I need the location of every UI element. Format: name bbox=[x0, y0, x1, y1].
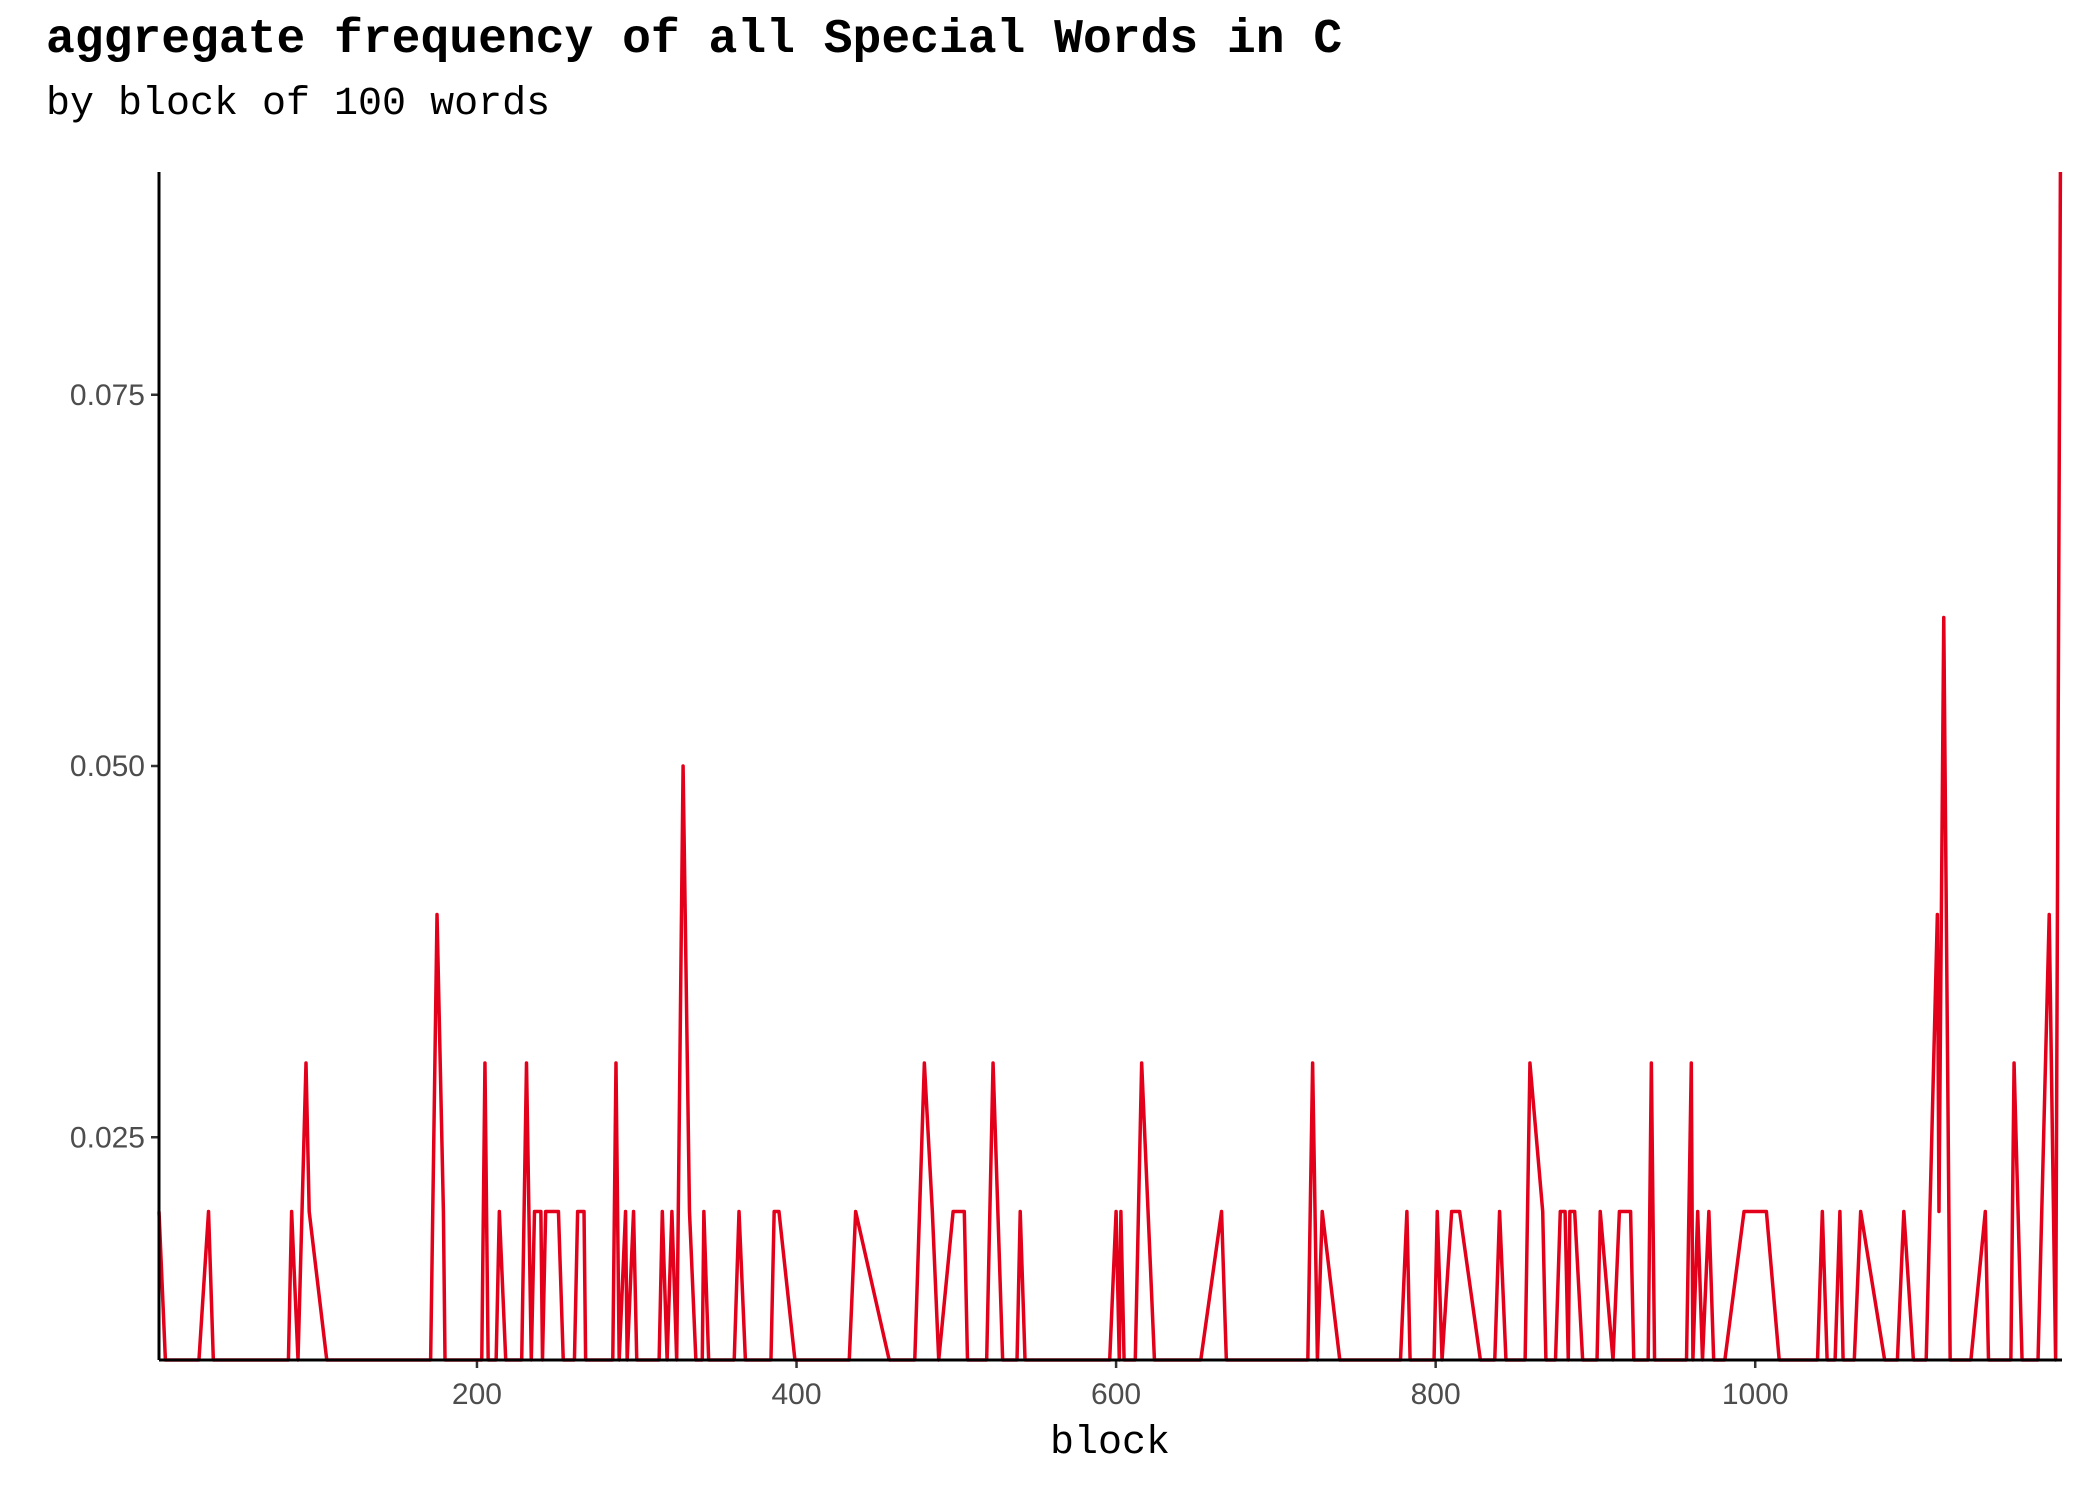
x-axis-label: block bbox=[1050, 1421, 1170, 1466]
x-tick-label: 800 bbox=[1411, 1378, 1461, 1411]
x-tick-label: 200 bbox=[452, 1378, 502, 1411]
y-tick-label: 0.025 bbox=[70, 1121, 145, 1154]
chart-subtitle: by block of 100 words bbox=[46, 82, 550, 127]
y-tick-label: 0.050 bbox=[70, 750, 145, 783]
x-tick-label: 600 bbox=[1091, 1378, 1141, 1411]
x-tick-label: 1000 bbox=[1722, 1378, 1789, 1411]
y-tick-label: 0.075 bbox=[70, 379, 145, 412]
x-tick-label: 400 bbox=[771, 1378, 821, 1411]
chart-title: aggregate frequency of all Special Words… bbox=[46, 13, 1342, 67]
data-line bbox=[157, 171, 2063, 1362]
